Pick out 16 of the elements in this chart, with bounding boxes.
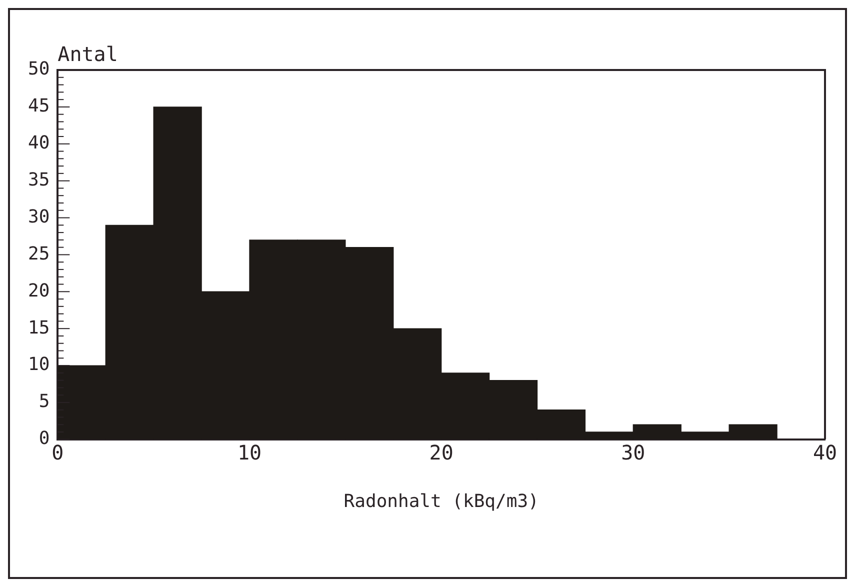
x-tick-label: 40: [812, 440, 838, 465]
x-axis-title: Radonhalt (kBq/m3): [344, 490, 539, 512]
y-tick-label: 25: [28, 243, 50, 264]
x-tick-label: 20: [429, 440, 454, 465]
y-tick-label: 5: [38, 391, 50, 412]
y-tick-label: 15: [28, 317, 50, 338]
y-axis-title: Antal: [58, 42, 118, 66]
y-tick-label: 35: [28, 169, 50, 190]
y-tick-label: 20: [28, 280, 50, 302]
x-tick-label: 30: [621, 440, 646, 465]
y-tick-label: 30: [28, 206, 50, 228]
x-tick-label: 10: [237, 440, 262, 465]
y-tick-label: 50: [28, 58, 50, 80]
y-tick-label: 10: [28, 354, 50, 376]
y-tick-label: 45: [28, 96, 50, 117]
y-tick-label: 40: [28, 132, 50, 154]
